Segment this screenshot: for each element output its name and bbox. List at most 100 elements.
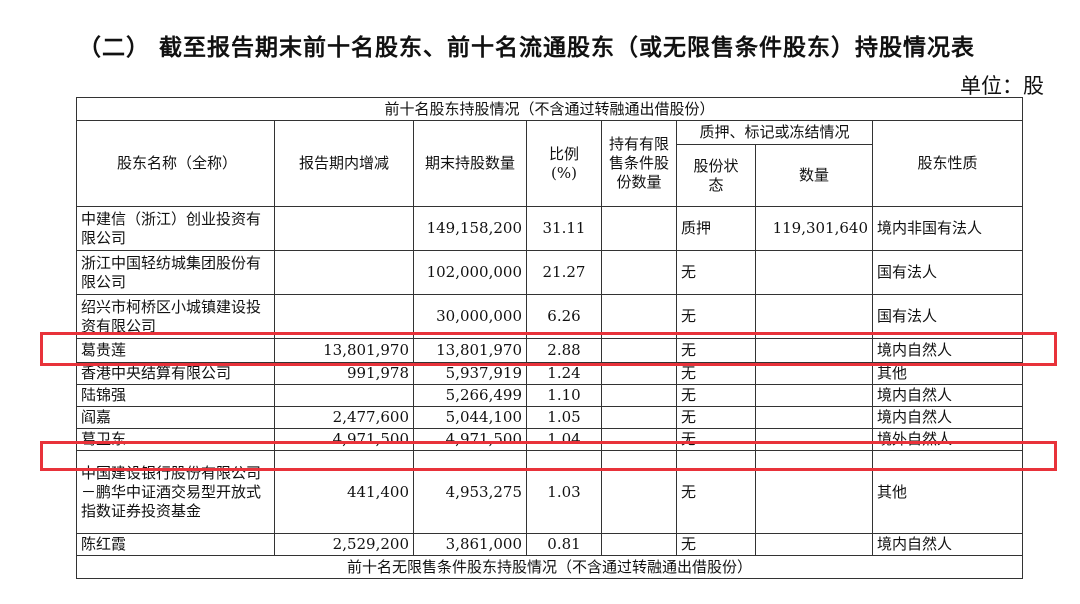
cell-shareholder-name: 陆锦强 xyxy=(76,384,275,407)
cell-end-shares: 3,861,000 xyxy=(413,533,527,556)
table-row: 陆锦强 5,266,499 1.10 无 境内自然人 xyxy=(76,384,1023,407)
cell-shareholder-nature: 境内自然人 xyxy=(872,338,1023,363)
cell-restricted-shares xyxy=(601,250,677,295)
header-row-1: 股东名称（全称） 报告期内增减 期末持股数量 比例(%) 持有有限售条件股份数量… xyxy=(76,120,1023,207)
header-shareholder-nature: 股东性质 xyxy=(872,120,1023,207)
cell-period-change: 13,801,970 xyxy=(274,338,414,363)
section-header-row: 前十名股东持股情况（不含通过转融通出借股份） xyxy=(76,97,1023,121)
cell-shareholder-name: 中建信（浙江）创业投资有限公司 xyxy=(76,206,275,251)
cell-end-shares: 4,953,275 xyxy=(413,450,527,534)
cell-shareholder-nature: 其他 xyxy=(872,450,1023,534)
header-end-shares: 期末持股数量 xyxy=(413,120,527,207)
cell-pledge-quantity xyxy=(755,362,873,385)
cell-shareholder-name: 香港中央结算有限公司 xyxy=(76,362,275,385)
cell-restricted-shares xyxy=(601,533,677,556)
cell-period-change xyxy=(274,294,414,339)
table-row: 香港中央结算有限公司 991,978 5,937,919 1.24 无 其他 xyxy=(76,362,1023,385)
cell-ratio: 1.04 xyxy=(526,428,602,451)
unit-label: 单位：股 xyxy=(960,74,1044,98)
cell-end-shares: 149,158,200 xyxy=(413,206,527,251)
table-row: 中国建设银行股份有限公司－鹏华中证酒交易型开放式指数证券投资基金 441,400 4… xyxy=(76,450,1023,534)
shareholder-table: 前十名股东持股情况（不含通过转融通出借股份） 股东名称（全称） 报告期内增减 期… xyxy=(76,97,1023,579)
table-row: 浙江中国轻纺城集团股份有限公司 102,000,000 21.27 无 国有法人 xyxy=(76,250,1023,295)
cell-shareholder-name: 葛贵莲 xyxy=(76,338,275,363)
cell-pledge-status: 无 xyxy=(676,450,756,534)
cell-ratio: 2.88 xyxy=(526,338,602,363)
cell-restricted-shares xyxy=(601,338,677,363)
cell-pledge-status: 无 xyxy=(676,362,756,385)
table-body: 中建信（浙江）创业投资有限公司 149,158,200 31.11 质押 119,301… xyxy=(76,206,1023,556)
cell-restricted-shares xyxy=(601,428,677,451)
cell-pledge-status: 无 xyxy=(676,533,756,556)
cell-shareholder-nature: 其他 xyxy=(872,362,1023,385)
cell-end-shares: 5,937,919 xyxy=(413,362,527,385)
cell-pledge-quantity xyxy=(755,250,873,295)
cell-pledge-status: 无 xyxy=(676,384,756,407)
cell-pledge-status: 无 xyxy=(676,428,756,451)
cell-ratio: 1.10 xyxy=(526,384,602,407)
cell-shareholder-nature: 境外自然人 xyxy=(872,428,1023,451)
cell-shareholder-name: 阎嘉 xyxy=(76,406,275,429)
section-title-top: 前十名股东持股情况（不含通过转融通出借股份） xyxy=(76,97,1023,121)
cell-pledge-status: 无 xyxy=(676,250,756,295)
cell-shareholder-name: 中国建设银行股份有限公司－鹏华中证酒交易型开放式指数证券投资基金 xyxy=(76,450,275,534)
cell-restricted-shares xyxy=(601,450,677,534)
cell-period-change xyxy=(274,206,414,251)
cell-period-change: 2,529,200 xyxy=(274,533,414,556)
header-shareholder-name: 股东名称（全称） xyxy=(76,120,275,207)
cell-end-shares: 5,044,100 xyxy=(413,406,527,429)
header-restricted-shares: 持有有限售条件股份数量 xyxy=(601,120,677,207)
header-ratio: 比例(%) xyxy=(526,120,602,207)
cell-pledge-quantity xyxy=(755,338,873,363)
section-header-row-bottom: 前十名无限售条件股东持股情况（不含通过转融通出借股份） xyxy=(76,555,1023,579)
cell-period-change: 4,971,500 xyxy=(274,428,414,451)
cell-shareholder-name: 绍兴市柯桥区小城镇建设投资有限公司 xyxy=(76,294,275,339)
cell-end-shares: 102,000,000 xyxy=(413,250,527,295)
table-row: 葛卫东 4,971,500 4,971,500 1.04 无境外自然人 xyxy=(76,428,1023,451)
header-pledge-group: 质押、标记或冻结情况 xyxy=(676,120,873,145)
cell-period-change: 991,978 xyxy=(274,362,414,385)
header-period-change: 报告期内增减 xyxy=(274,120,414,207)
cell-pledge-quantity xyxy=(755,384,873,407)
cell-pledge-status: 无 xyxy=(676,406,756,429)
cell-ratio: 1.24 xyxy=(526,362,602,385)
cell-shareholder-nature: 境内非国有法人 xyxy=(872,206,1023,251)
cell-restricted-shares xyxy=(601,384,677,407)
cell-period-change: 2,477,600 xyxy=(274,406,414,429)
header-pledge-status: 股份状态 xyxy=(676,144,756,207)
cell-ratio: 0.81 xyxy=(526,533,602,556)
cell-pledge-quantity xyxy=(755,450,873,534)
section-title-bottom: 前十名无限售条件股东持股情况（不含通过转融通出借股份） xyxy=(76,555,1023,579)
cell-restricted-shares xyxy=(601,206,677,251)
header-pledge-quantity: 数量 xyxy=(755,144,873,207)
cell-restricted-shares xyxy=(601,362,677,385)
cell-period-change xyxy=(274,384,414,407)
cell-pledge-quantity xyxy=(755,533,873,556)
cell-ratio: 21.27 xyxy=(526,250,602,295)
cell-pledge-quantity xyxy=(755,428,873,451)
cell-shareholder-nature: 境内自然人 xyxy=(872,406,1023,429)
cell-pledge-quantity: 119,301,640 xyxy=(755,206,873,251)
table-row: 阎嘉 2,477,600 5,044,100 1.05 无 境内自然人 xyxy=(76,406,1023,429)
cell-ratio: 31.11 xyxy=(526,206,602,251)
table-row: 葛贵莲 13,801,970 13,801,970 2.88 无境内自然人 xyxy=(76,338,1023,363)
cell-restricted-shares xyxy=(601,294,677,339)
table-row: 陈红霞 2,529,200 3,861,000 0.81 无 境内自然人 xyxy=(76,533,1023,556)
cell-pledge-quantity xyxy=(755,294,873,339)
cell-shareholder-nature: 境内自然人 xyxy=(872,384,1023,407)
cell-end-shares: 30,000,000 xyxy=(413,294,527,339)
cell-end-shares: 4,971,500 xyxy=(413,428,527,451)
cell-end-shares: 5,266,499 xyxy=(413,384,527,407)
cell-pledge-status: 无 xyxy=(676,338,756,363)
cell-pledge-quantity xyxy=(755,406,873,429)
cell-shareholder-name: 葛卫东 xyxy=(76,428,275,451)
cell-ratio: 1.05 xyxy=(526,406,602,429)
page-title: （二） 截至报告期末前十名股东、前十名流通股东（或无限售条件股东）持股情况表 xyxy=(78,35,976,61)
cell-period-change: 441,400 xyxy=(274,450,414,534)
table-row: 绍兴市柯桥区小城镇建设投资有限公司 30,000,000 6.26 无 国有法人 xyxy=(76,294,1023,339)
cell-ratio: 1.03 xyxy=(526,450,602,534)
cell-shareholder-nature: 国有法人 xyxy=(872,294,1023,339)
cell-pledge-status: 质押 xyxy=(676,206,756,251)
header-row-2: 股份状态 数量 xyxy=(77,144,1023,207)
cell-shareholder-name: 陈红霞 xyxy=(76,533,275,556)
